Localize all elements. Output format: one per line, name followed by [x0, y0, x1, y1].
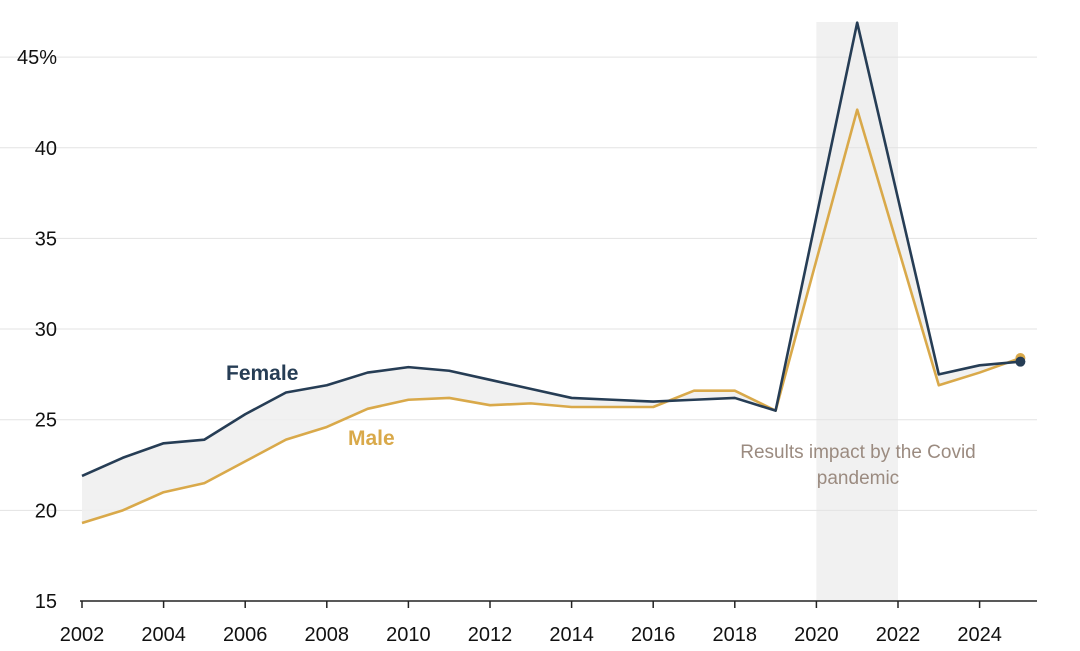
annotation-line-2: pandemic [817, 468, 899, 489]
annotation-line-1: Results impact by the Covid [740, 442, 976, 463]
x-tick-label: 2012 [468, 624, 513, 646]
x-axis-labels: 2002 2004 2006 2008 2010 2012 2014 2016 2018 2020… [60, 624, 1002, 646]
x-tick-label: 2006 [223, 624, 268, 646]
x-tick-label: 2008 [305, 624, 350, 646]
x-tick-label: 2004 [141, 624, 186, 646]
x-tick-label: 2010 [386, 624, 431, 646]
x-tick-label: 2016 [631, 624, 676, 646]
y-axis: 15 20 25 30 35 40 45% [17, 47, 57, 613]
endpoint-marker-female [1015, 356, 1026, 367]
x-tick-label: 2002 [60, 624, 105, 646]
y-tick-label: 40 [35, 138, 57, 160]
y-tick-label: 45% [17, 47, 57, 69]
series-label-female: Female [226, 362, 298, 385]
y-tick-label: 15 [35, 591, 57, 613]
x-tick-label: 2020 [794, 624, 839, 646]
y-tick-label: 30 [35, 319, 57, 341]
y-tick-label: 25 [35, 410, 57, 432]
series-line-female [81, 21, 1021, 478]
series-line-male [81, 108, 1021, 525]
series-label-male: Male [348, 427, 395, 450]
y-tick-label: 35 [35, 228, 57, 250]
x-tick-label: 2024 [957, 624, 1002, 646]
x-tick-label: 2022 [876, 624, 921, 646]
y-tick-label: 20 [35, 500, 57, 522]
x-axis [80, 600, 1037, 608]
x-tick-label: 2018 [713, 624, 758, 646]
shaded-region [816, 22, 898, 601]
x-tick-label: 2014 [549, 624, 594, 646]
series-lines [81, 21, 1026, 525]
gap-area [82, 22, 1021, 524]
